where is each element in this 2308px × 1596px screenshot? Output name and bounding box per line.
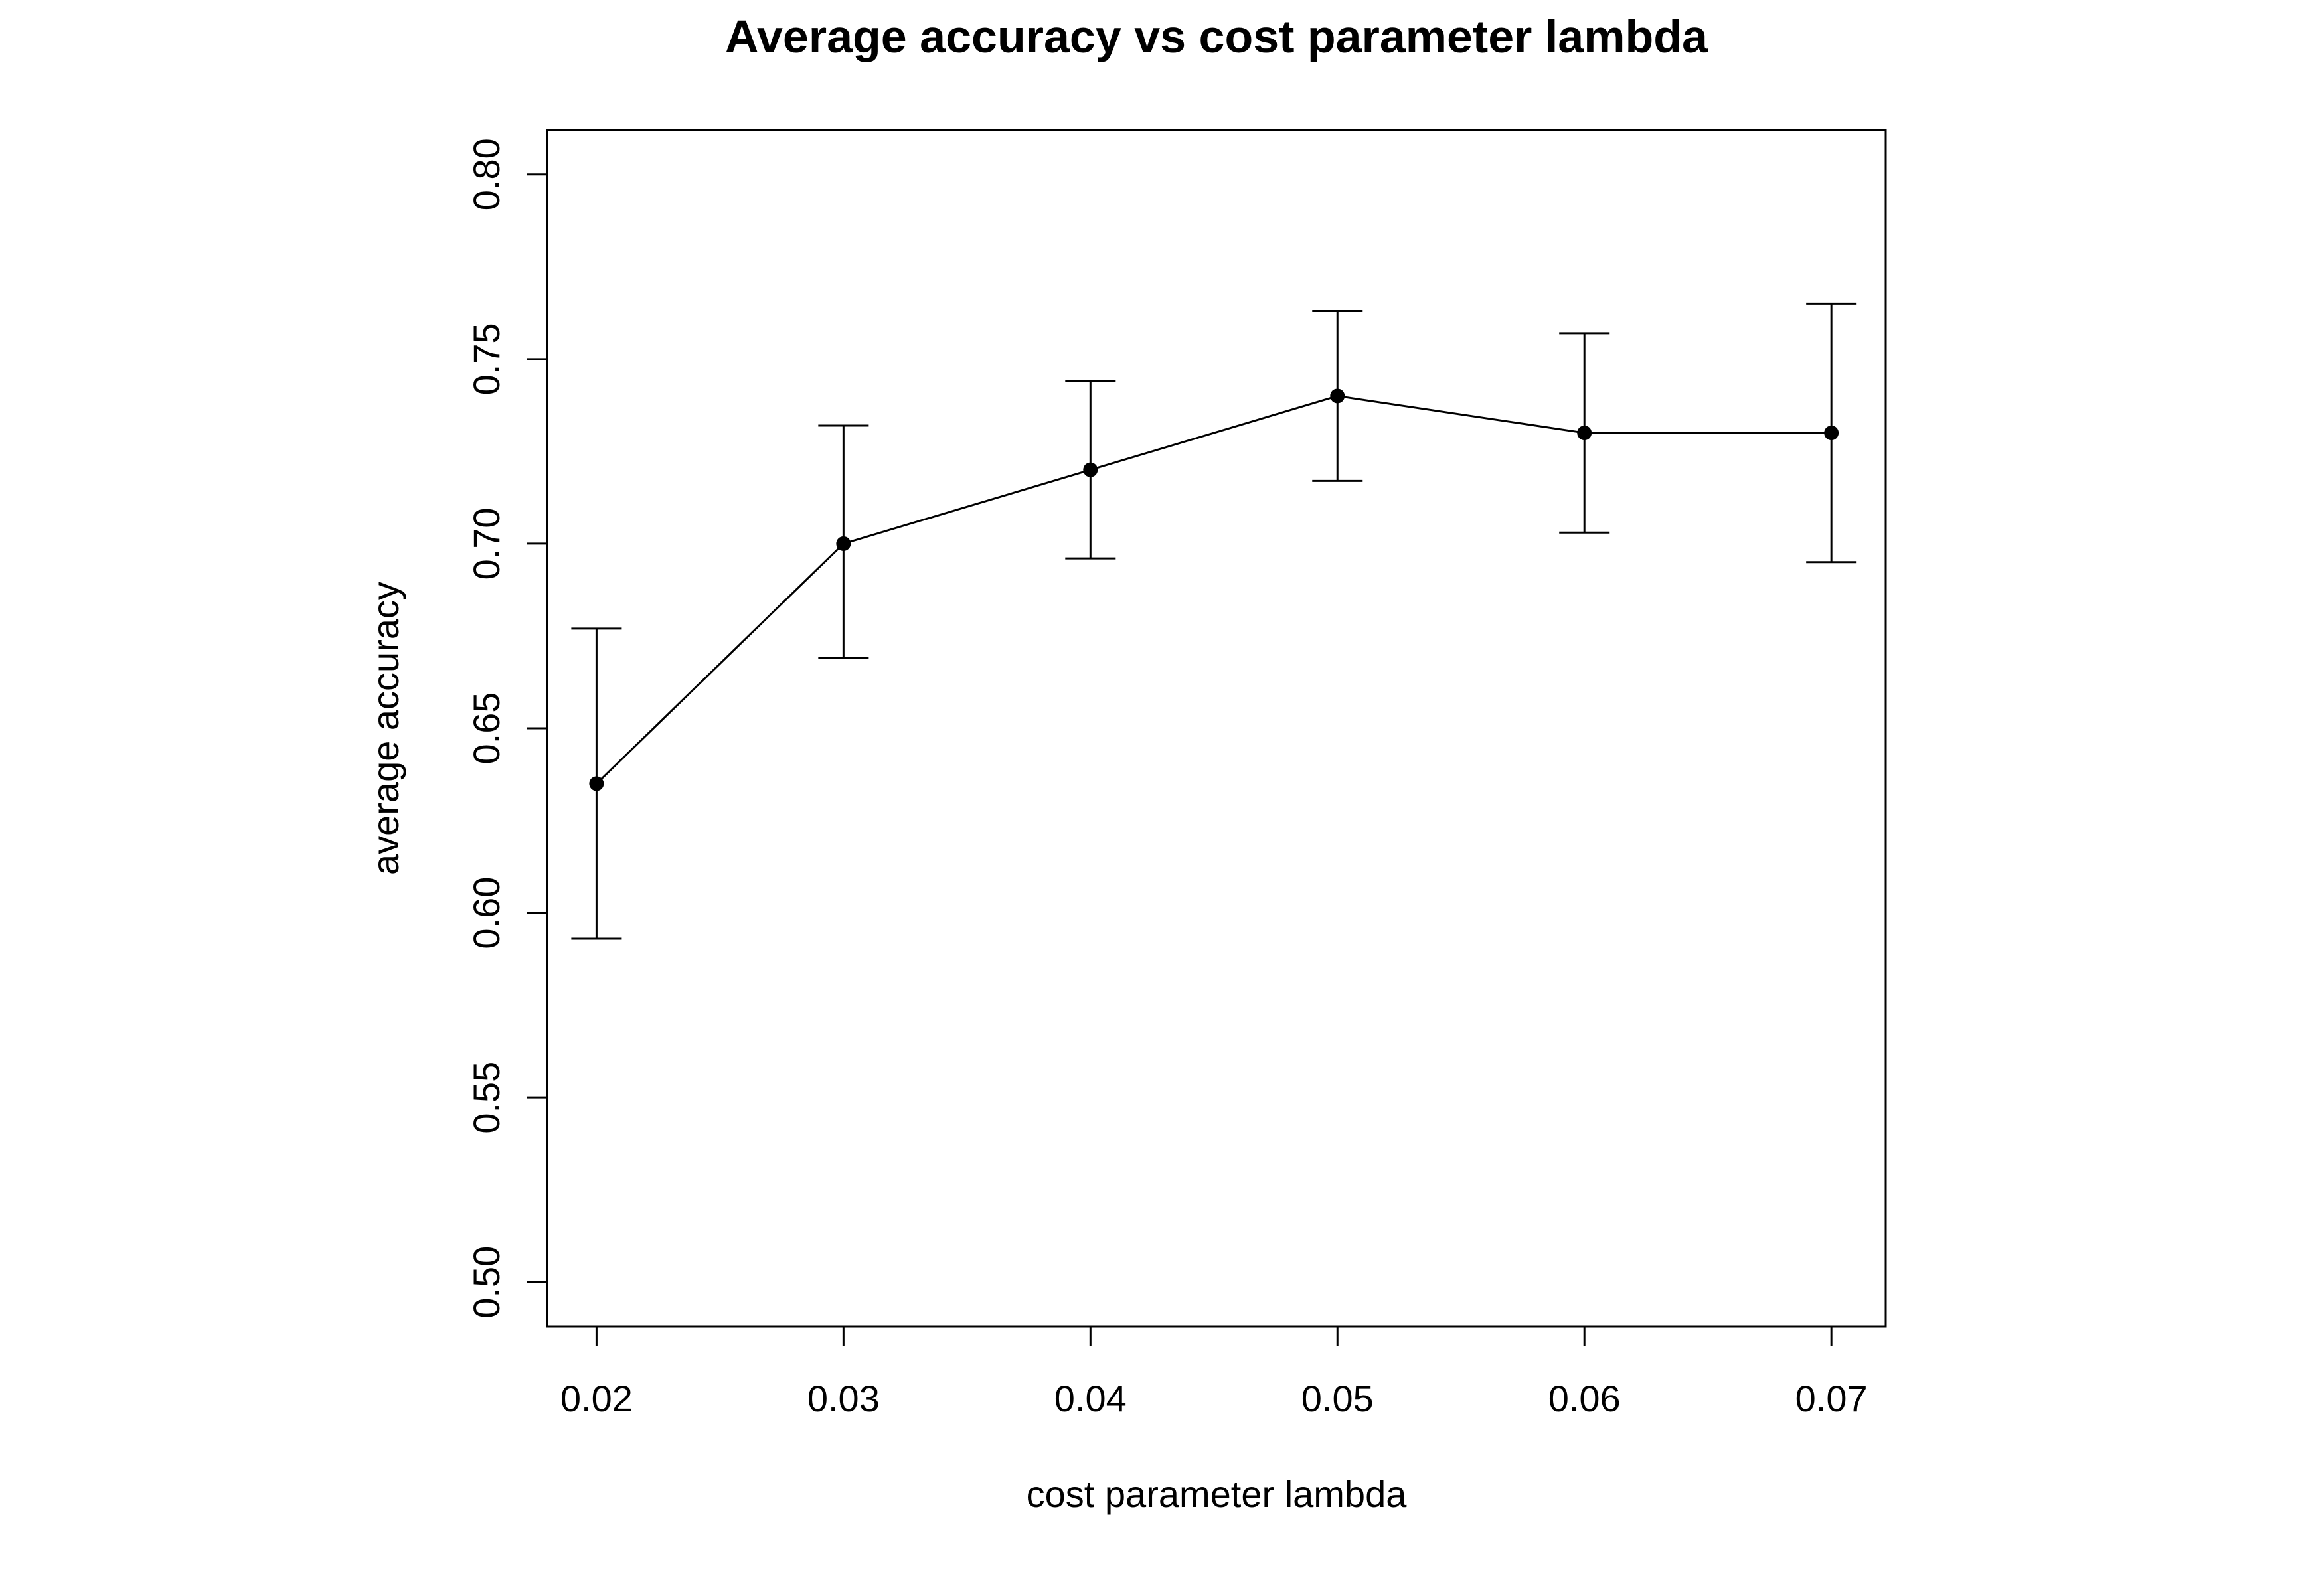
y-tick-label: 0.65 xyxy=(465,692,507,765)
y-axis: 0.50 0.55 0.60 0.65 0.70 0.75 0.80 xyxy=(465,138,548,1318)
y-tick-label: 0.60 xyxy=(465,877,507,949)
data-point xyxy=(1577,426,1592,441)
x-tick-label: 0.07 xyxy=(1795,1378,1868,1419)
y-tick-label: 0.80 xyxy=(465,138,507,210)
x-tick-label: 0.06 xyxy=(1548,1378,1621,1419)
y-axis-label: average accuracy xyxy=(365,582,406,875)
plot-frame xyxy=(546,129,1887,1328)
y-tick-label: 0.75 xyxy=(465,323,507,395)
data-point xyxy=(1330,388,1345,404)
series-line-group xyxy=(596,394,1832,785)
x-tick-label: 0.04 xyxy=(1054,1378,1127,1419)
x-axis: 0.02 0.03 0.04 0.05 0.06 0.07 xyxy=(560,1325,1868,1419)
x-tick-label: 0.03 xyxy=(807,1378,880,1419)
y-tick-label: 0.50 xyxy=(465,1246,507,1318)
data-points xyxy=(589,388,1839,791)
x-tick-label: 0.05 xyxy=(1301,1378,1374,1419)
data-point xyxy=(589,776,604,791)
data-point xyxy=(1824,426,1839,441)
y-tick-label: 0.55 xyxy=(465,1062,507,1134)
data-point xyxy=(1083,462,1098,477)
chart-title: Average accuracy vs cost parameter lambd… xyxy=(725,11,1708,62)
x-axis-label: cost parameter lambda xyxy=(1027,1473,1408,1515)
y-tick-label: 0.70 xyxy=(465,507,507,580)
x-tick-label: 0.02 xyxy=(560,1378,633,1419)
data-point xyxy=(836,536,851,551)
series-line xyxy=(596,394,1832,785)
